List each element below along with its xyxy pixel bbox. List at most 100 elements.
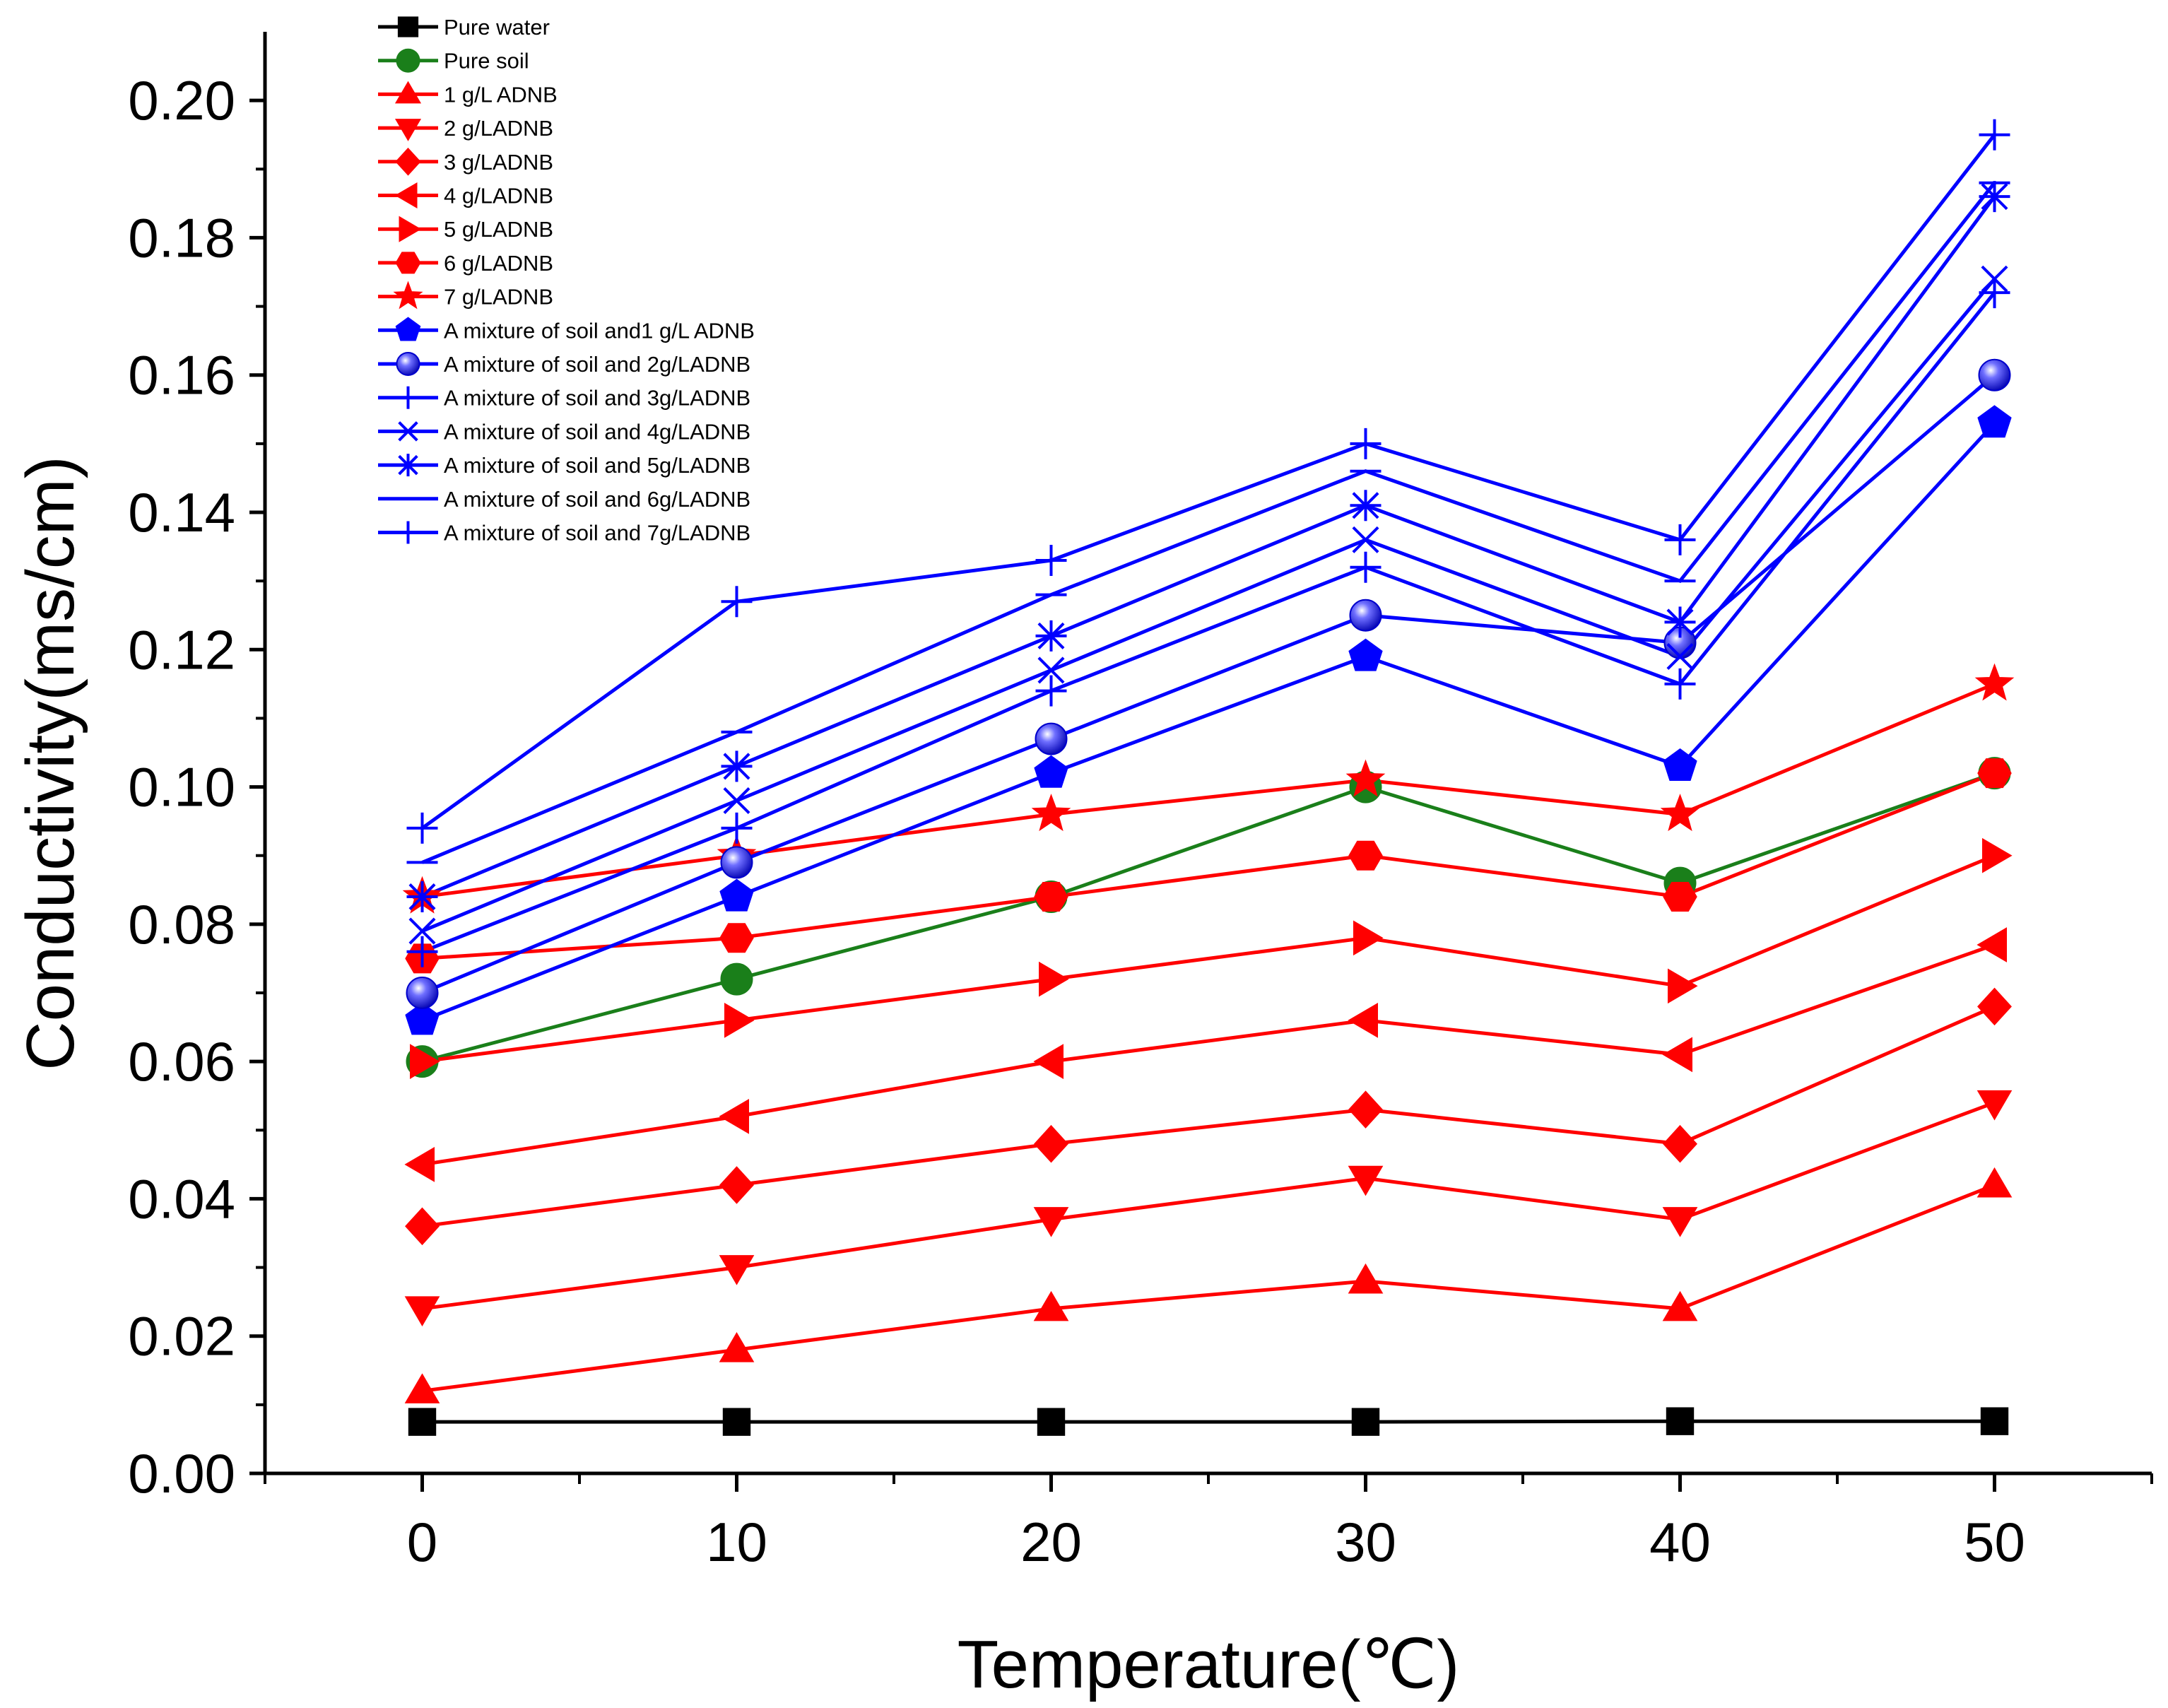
data-point [1977,405,2012,438]
series-13 [421,278,1996,933]
data-point [1662,1037,1692,1073]
series-line [421,373,1996,995]
data-point [1663,748,1697,781]
data-point [1974,663,2015,701]
legend-label: A mixture of soil and 7g/LADNB [444,521,750,546]
series-2 [421,771,1996,1064]
series-line [421,195,1996,899]
series-12 [421,291,1996,954]
data-point [1977,987,2012,1026]
data-point [719,1166,754,1204]
data-point [1352,526,1379,553]
data-point [404,1147,435,1182]
data-point [719,1255,755,1285]
legend-marker [396,386,420,409]
series-markers-7 [410,837,2013,1079]
data-point [405,1207,440,1246]
series-8 [422,771,1996,960]
data-point [1976,1090,2013,1121]
data-point [723,787,750,815]
legend-label: A mixture of soil and 2g/LADNB [444,352,750,377]
data-point [410,1044,440,1079]
legend-label: 4 g/LADNB [444,184,553,208]
legend-item: A mixture of soil and 5g/LADNB [378,453,750,478]
data-point [1976,1167,2013,1198]
series-markers-15 [406,181,2010,864]
legend-label: Pure soil [444,49,529,73]
legend-item: 2 g/LADNB [378,116,553,141]
legend-marker [396,48,420,73]
legend-item: 1 g/L ADNB [378,81,558,107]
series-line [422,771,1996,960]
legend-marker [395,317,421,341]
legend-item: A mixture of soil and1 g/L ADNB [378,317,755,343]
data-point [1034,1124,1068,1163]
data-point [1035,722,1068,755]
data-point [1663,882,1697,912]
y-tick-label: 0.16 [128,344,235,406]
x-tick-label: 30 [1335,1511,1396,1573]
legend-item: 5 g/LADNB [378,216,553,242]
series-16 [421,134,1996,830]
data-point [1348,638,1383,671]
series-markers-6 [404,927,2007,1182]
series-line [422,1005,1996,1228]
y-tick-label: 0.00 [128,1442,235,1504]
legend-label: Pure water [444,15,550,40]
legend-item: A mixture of soil and 6g/LADNB [378,487,750,512]
legend-label: 5 g/LADNB [444,217,553,242]
x-axis-label: Temperature(℃) [958,1627,1460,1702]
data-point [1037,656,1065,684]
series-markers-13 [408,265,2008,945]
legend-item: A mixture of soil and 2g/LADNB [378,352,750,377]
data-point [722,1408,751,1436]
legend-item: Pure soil [378,48,529,73]
series-line [421,182,1996,864]
axes-group: 0.00 0.02 0.04 0.06 0.08 0.10 0.12 0.14 0.16 0.18… [128,32,2153,1573]
series-5 [422,1005,1996,1228]
legend-marker [394,119,422,141]
series-1 [422,1419,1995,1424]
data-point [1034,755,1068,788]
data-point [1031,794,1071,832]
data-point [1660,794,1700,832]
x-tick-label: 40 [1649,1511,1711,1573]
data-point [720,846,753,879]
data-point [1664,668,1696,700]
data-point [1668,968,1698,1004]
legend-marker [397,16,419,37]
data-point [1664,606,1696,638]
data-point [1666,642,1694,671]
legend-marker [396,352,420,376]
series-line [422,1419,1995,1424]
legend-marker [396,454,420,477]
legend-item: A mixture of soil and 4g/LADNB [378,419,750,444]
data-point [1035,675,1067,707]
data-point [1982,837,2013,873]
data-point [1979,119,2010,151]
data-point [719,923,754,953]
series-15 [421,182,1996,864]
series-11 [421,373,1996,995]
data-point [408,1408,437,1436]
series-markers-1 [408,1407,2009,1436]
y-tick-label: 0.12 [128,618,235,681]
legend-label: A mixture of soil and 5g/LADNB [444,453,750,478]
data-point [1039,961,1069,997]
legend-item: Pure water [378,15,550,40]
data-point [1662,1290,1698,1321]
legend-label: 3 g/LADNB [444,150,553,175]
y-tick-label: 0.08 [128,893,235,955]
series-markers-5 [405,987,2012,1246]
data-point [1350,428,1381,459]
series-markers-12 [406,277,2010,967]
data-point [1350,551,1381,583]
data-point [1666,1407,1695,1435]
legend-label: 7 g/LADNB [444,285,553,310]
data-point [1348,1090,1383,1129]
data-point [1034,882,1068,912]
series-10 [421,422,1996,1023]
series-line [422,1101,1996,1311]
legend-marker [394,182,418,209]
series-6 [422,943,1996,1167]
